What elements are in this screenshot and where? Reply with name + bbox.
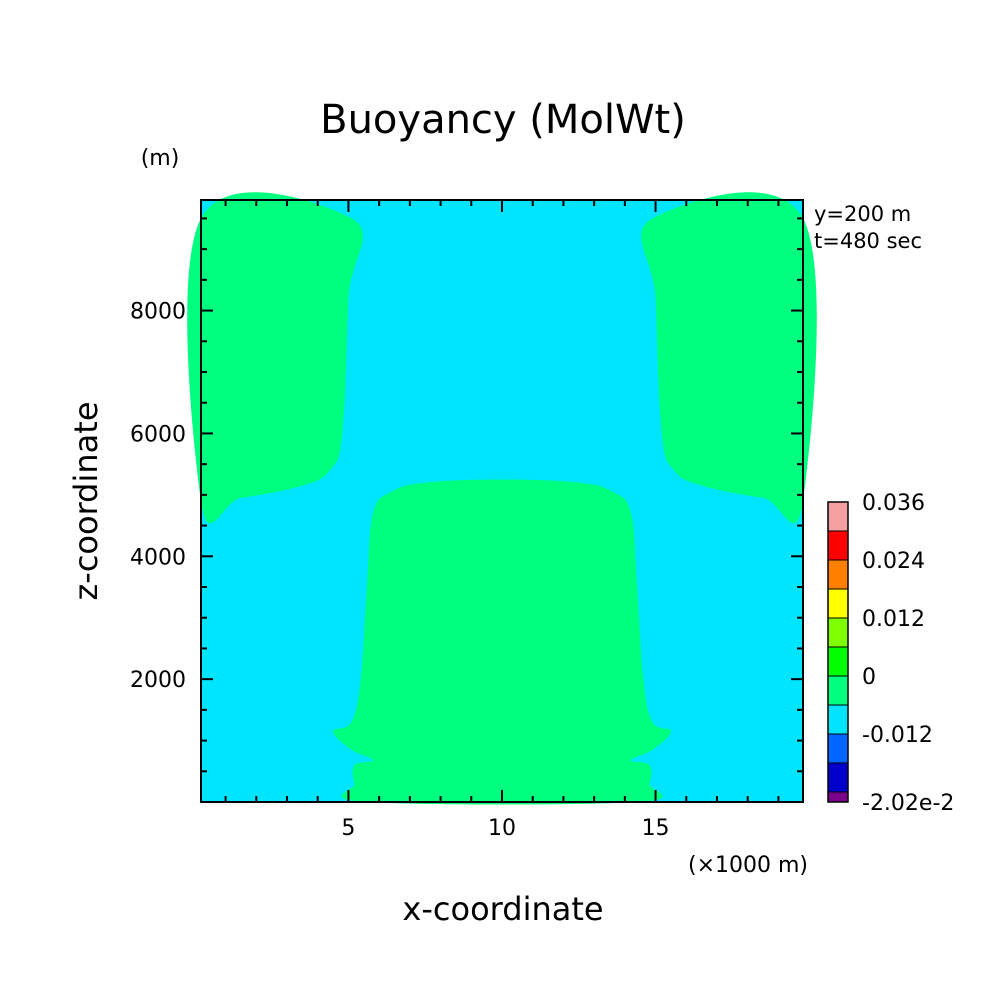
colorbar-swatch: [828, 705, 848, 734]
y-tick-label: 4000: [130, 545, 186, 570]
colorbar-swatch: [828, 763, 848, 792]
colorbar-tick-label: 0: [862, 665, 876, 690]
colorbar-swatch: [828, 618, 848, 647]
contour-regions: [187, 192, 817, 805]
colorbar-swatch: [828, 502, 848, 531]
info-y-position: y=200 m: [814, 202, 911, 226]
contour-region-top-left: [187, 192, 363, 524]
colorbar-swatch: [828, 647, 848, 676]
x-tick-label: 10: [488, 816, 516, 841]
colorbar-swatch: [828, 734, 848, 763]
colorbar-swatch: [828, 676, 848, 705]
colorbar-labels: -2.02e-2 -0.012 0 0.012 0.024 0.036: [862, 491, 954, 816]
colorbar-tick-label: 0.036: [862, 491, 925, 516]
colorbar-tick-label: -0.012: [862, 723, 933, 748]
y-axis-label: z-coordinate: [67, 401, 105, 600]
x-tick-label: 15: [642, 816, 670, 841]
colorbar-tick-label: 0.024: [862, 549, 925, 574]
colorbar-swatch: [828, 531, 848, 560]
x-axis-label: x-coordinate: [402, 890, 603, 928]
colorbar-tick-label: 0.012: [862, 607, 925, 632]
y-tick-label: 6000: [130, 422, 186, 447]
info-time: t=480 sec: [814, 229, 922, 253]
y-tick-label: 2000: [130, 668, 186, 693]
x-tick-label: 5: [341, 816, 355, 841]
y-tick-labels: 2000 4000 6000 8000: [130, 300, 186, 694]
contour-region-central: [333, 479, 671, 805]
x-tick-labels: 5 10 15: [341, 816, 669, 841]
colorbar: [827, 501, 849, 803]
colorbar-swatch: [828, 589, 848, 618]
colorbar-swatch: [828, 560, 848, 589]
colorbar-tick-label: -2.02e-2: [862, 791, 954, 816]
axis-ticks: [201, 200, 803, 802]
chart-title: Buoyancy (MolWt): [320, 97, 686, 143]
x-axis-unit: (×1000 m): [688, 853, 808, 878]
colorbar-swatch: [828, 792, 848, 802]
y-tick-label: 8000: [130, 300, 186, 325]
colorbar-frame: [827, 501, 849, 803]
contour-region-top-right: [641, 192, 817, 524]
y-axis-unit: (m): [141, 146, 180, 171]
